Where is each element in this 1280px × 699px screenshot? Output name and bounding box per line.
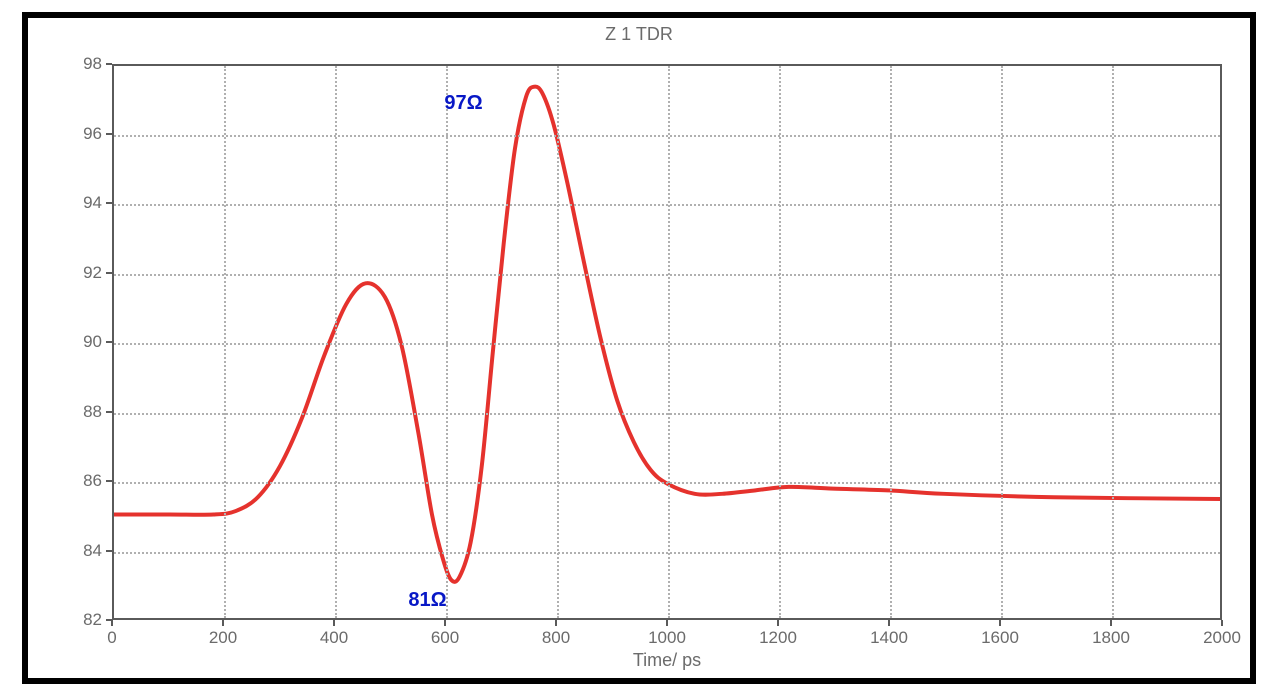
chart-annotation: 97Ω xyxy=(444,92,482,115)
x-axis-label: Time/ ps xyxy=(567,650,767,671)
grid-line-vertical xyxy=(1112,66,1114,618)
x-tick-mark xyxy=(777,620,779,626)
y-tick-mark xyxy=(106,341,112,343)
y-tick-label: 88 xyxy=(42,402,102,422)
y-tick-mark xyxy=(106,480,112,482)
x-tick-label: 1400 xyxy=(859,628,919,648)
x-tick-label: 1200 xyxy=(748,628,808,648)
x-tick-mark xyxy=(666,620,668,626)
y-tick-label: 94 xyxy=(42,193,102,213)
grid-line-horizontal xyxy=(114,274,1220,276)
x-tick-mark xyxy=(555,620,557,626)
grid-line-vertical xyxy=(335,66,337,618)
x-tick-label: 400 xyxy=(304,628,364,648)
line-series-svg xyxy=(114,66,1220,618)
y-tick-label: 92 xyxy=(42,263,102,283)
grid-line-horizontal xyxy=(114,482,1220,484)
y-tick-mark xyxy=(106,411,112,413)
y-tick-mark xyxy=(106,202,112,204)
x-tick-mark xyxy=(1221,620,1223,626)
grid-line-horizontal xyxy=(114,552,1220,554)
grid-line-vertical xyxy=(224,66,226,618)
grid-line-vertical xyxy=(890,66,892,618)
x-tick-label: 1800 xyxy=(1081,628,1141,648)
y-tick-label: 86 xyxy=(42,471,102,491)
x-tick-mark xyxy=(222,620,224,626)
x-tick-label: 800 xyxy=(526,628,586,648)
grid-line-horizontal xyxy=(114,413,1220,415)
x-tick-label: 600 xyxy=(415,628,475,648)
grid-line-vertical xyxy=(1001,66,1003,618)
tdr-line-series xyxy=(114,87,1220,582)
x-tick-mark xyxy=(1110,620,1112,626)
chart-title: Z 1 TDR xyxy=(28,24,1250,45)
plot-area: 97Ω 81Ω xyxy=(112,64,1222,620)
y-tick-mark xyxy=(106,272,112,274)
grid-line-vertical xyxy=(668,66,670,618)
y-tick-mark xyxy=(106,550,112,552)
grid-line-vertical xyxy=(446,66,448,618)
grid-line-vertical xyxy=(557,66,559,618)
grid-line-horizontal xyxy=(114,135,1220,137)
chart-annotation: 81Ω xyxy=(408,589,446,612)
y-tick-mark xyxy=(106,619,112,621)
grid-line-vertical xyxy=(779,66,781,618)
grid-line-horizontal xyxy=(114,343,1220,345)
x-tick-label: 1000 xyxy=(637,628,697,648)
y-tick-label: 84 xyxy=(42,541,102,561)
chart-frame: Z 1 TDR 97Ω 81Ω Time/ ps 0 200 400 600 800 100… xyxy=(22,12,1256,684)
x-tick-label: 200 xyxy=(193,628,253,648)
x-tick-mark xyxy=(333,620,335,626)
y-tick-mark xyxy=(106,133,112,135)
y-tick-label: 98 xyxy=(42,54,102,74)
x-tick-label: 1600 xyxy=(970,628,1030,648)
x-tick-mark xyxy=(444,620,446,626)
x-tick-mark xyxy=(999,620,1001,626)
y-tick-label: 82 xyxy=(42,610,102,630)
x-tick-label: 0 xyxy=(82,628,142,648)
grid-line-horizontal xyxy=(114,204,1220,206)
x-tick-mark xyxy=(888,620,890,626)
y-tick-label: 90 xyxy=(42,332,102,352)
y-tick-mark xyxy=(106,63,112,65)
x-tick-label: 2000 xyxy=(1192,628,1252,648)
y-tick-label: 96 xyxy=(42,124,102,144)
